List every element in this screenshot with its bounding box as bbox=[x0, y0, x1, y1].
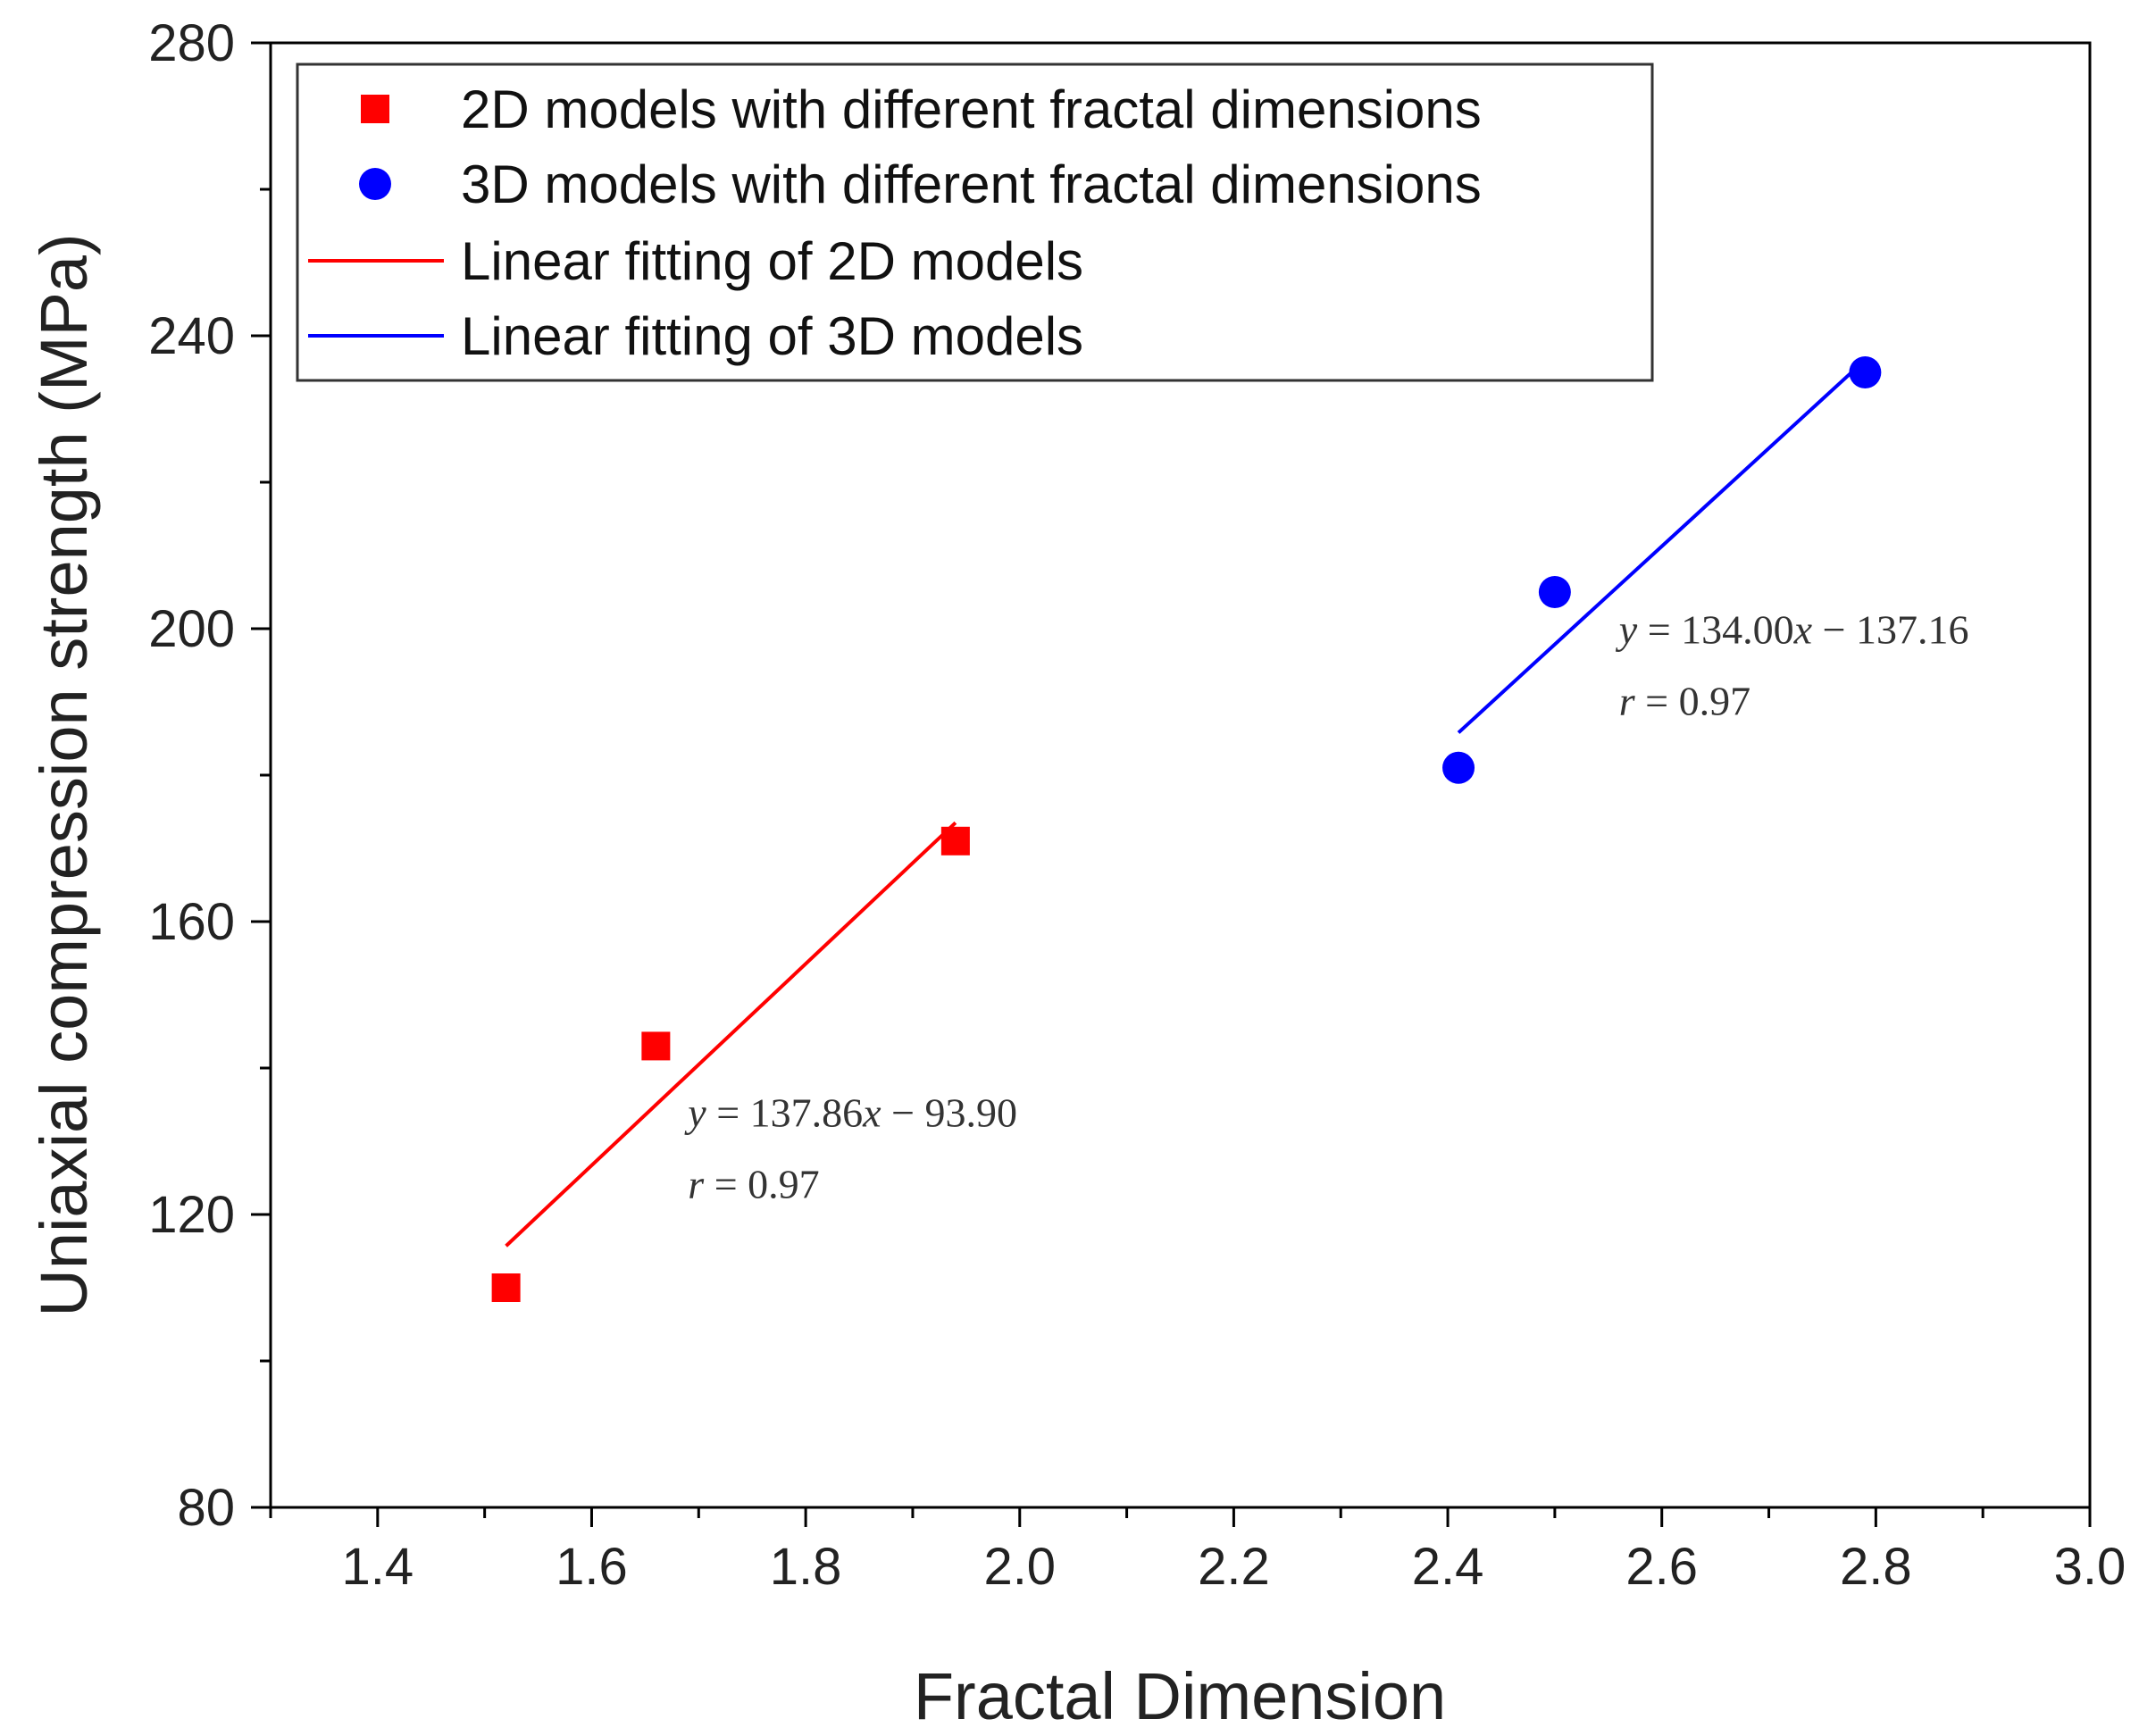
fit-annotation-line: r = 0.97 bbox=[1619, 678, 1750, 723]
x-tick-label: 3.0 bbox=[2054, 1538, 2126, 1596]
fit-lines bbox=[505, 358, 1867, 1248]
circle-marker bbox=[1442, 751, 1475, 784]
x-tick-label: 1.6 bbox=[556, 1538, 628, 1596]
y-tick-label: 280 bbox=[148, 14, 235, 72]
x-tick-label: 2.8 bbox=[1840, 1538, 1912, 1596]
fit-line bbox=[505, 821, 957, 1248]
y-tick-label: 120 bbox=[148, 1186, 235, 1244]
fit-line bbox=[1457, 358, 1867, 734]
legend-label: 3D models with different fractal dimensi… bbox=[461, 154, 1482, 214]
y-tick-label: 240 bbox=[148, 307, 235, 365]
legend-box bbox=[296, 63, 1654, 382]
fit-annotation-line: y = 134.00x − 137.16 bbox=[1616, 606, 1969, 652]
circle-marker bbox=[1849, 356, 1882, 388]
x-tick-label: 2.0 bbox=[983, 1538, 1056, 1596]
x-tick-label: 2.6 bbox=[1625, 1538, 1698, 1596]
legend: 2D models with different fractal dimensi… bbox=[296, 63, 1654, 382]
axis-ticks bbox=[251, 41, 2092, 1527]
y-tick-label: 80 bbox=[177, 1479, 235, 1537]
x-tick-label: 2.4 bbox=[1412, 1538, 1484, 1596]
legend-circle-icon bbox=[359, 168, 391, 200]
legend-label: Linear fitting of 2D models bbox=[461, 231, 1083, 291]
y-tick-label: 160 bbox=[148, 893, 235, 951]
square-marker bbox=[641, 1031, 671, 1061]
y-axis-title: Uniaxial compression strength (MPa) bbox=[27, 233, 101, 1316]
y-tick-label: 200 bbox=[148, 600, 235, 658]
square-marker bbox=[940, 826, 970, 855]
legend-label: 2D models with different fractal dimensi… bbox=[461, 79, 1482, 139]
x-axis-title: Fractal Dimension bbox=[914, 1659, 1446, 1733]
fit-annotation-line: y = 137.86x − 93.90 bbox=[684, 1090, 1017, 1136]
fit-annotation-line: r = 0.97 bbox=[688, 1162, 819, 1207]
tick-labels: 1.4 1.6 1.8 2.0 2.2 2.4 2.6 2.8 3.0 80 120 160 200 24… bbox=[148, 14, 2126, 1596]
circle-marker bbox=[1538, 576, 1571, 608]
x-tick-label: 2.2 bbox=[1198, 1538, 1270, 1596]
legend-label: Linear fitting of 3D models bbox=[461, 306, 1083, 366]
fit-annotations: y = 137.86x − 93.90 r = 0.97 y = 134.00x −… bbox=[684, 606, 1968, 1206]
square-marker bbox=[491, 1273, 521, 1302]
legend-square-icon bbox=[361, 95, 389, 123]
x-tick-label: 1.8 bbox=[770, 1538, 842, 1596]
data-markers bbox=[491, 356, 1882, 1302]
x-tick-label: 1.4 bbox=[342, 1538, 414, 1596]
